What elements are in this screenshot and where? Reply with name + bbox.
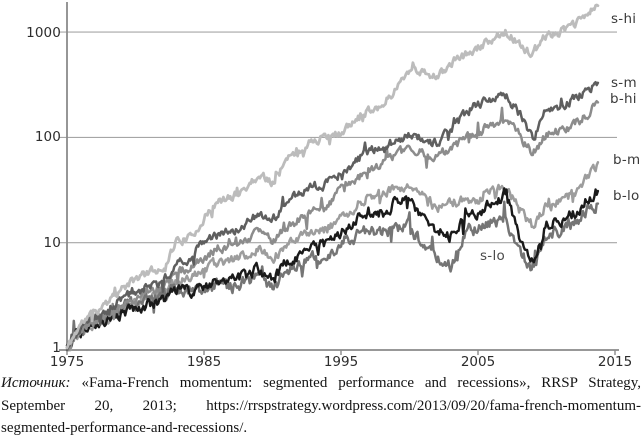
- series-line-b-lo: [65, 187, 600, 347]
- x-tick-label-2015: 2015: [597, 354, 633, 370]
- series-label-b-lo: b-lo: [613, 188, 640, 204]
- caption-line-1: Источник: «Fama-French momentum: segment…: [1, 372, 641, 395]
- caption-line-2: September 20, 2013; https://rrspstrategy…: [1, 397, 641, 414]
- caption-line-1-text: «Fama-French momentum: segmented perform…: [81, 375, 641, 391]
- x-tick-label-1975: 1975: [49, 354, 85, 370]
- x-tick-label-1995: 1995: [323, 354, 359, 370]
- series-line-s-lo: [65, 200, 600, 349]
- caption-line-3: segmented-performance-and-recessions/.: [1, 420, 248, 436]
- series-label-b-hi: b-hi: [610, 91, 637, 107]
- caption-source-word: Источник:: [1, 375, 71, 391]
- y-tick-label-10: 10: [43, 235, 61, 251]
- series-label-b-m: b-m: [613, 152, 641, 168]
- series-line-b-m: [65, 161, 600, 352]
- y-tick-label-1000: 1000: [26, 25, 61, 41]
- series-label-s-m: s-m: [611, 75, 637, 91]
- series-line-b-hi: [65, 99, 600, 352]
- x-tick-label-1985: 1985: [186, 354, 222, 370]
- series-line-s-hi: [65, 3, 600, 350]
- momentum-chart: 1000 100 10 1 1975 1985 1995 2005 2015 s…: [26, 2, 641, 370]
- y-tick-label-100: 100: [34, 129, 61, 145]
- source-caption: Источник: «Fama-French momentum: segment…: [1, 372, 641, 440]
- x-tick-label-2005: 2005: [460, 354, 496, 370]
- chart-canvas: [59, 2, 619, 355]
- series-line-s-m: [65, 80, 600, 352]
- y-tick-label-1: 1: [52, 340, 61, 356]
- series-label-s-hi: s-hi: [611, 11, 637, 27]
- series-label-s-lo: s-lo: [480, 248, 505, 264]
